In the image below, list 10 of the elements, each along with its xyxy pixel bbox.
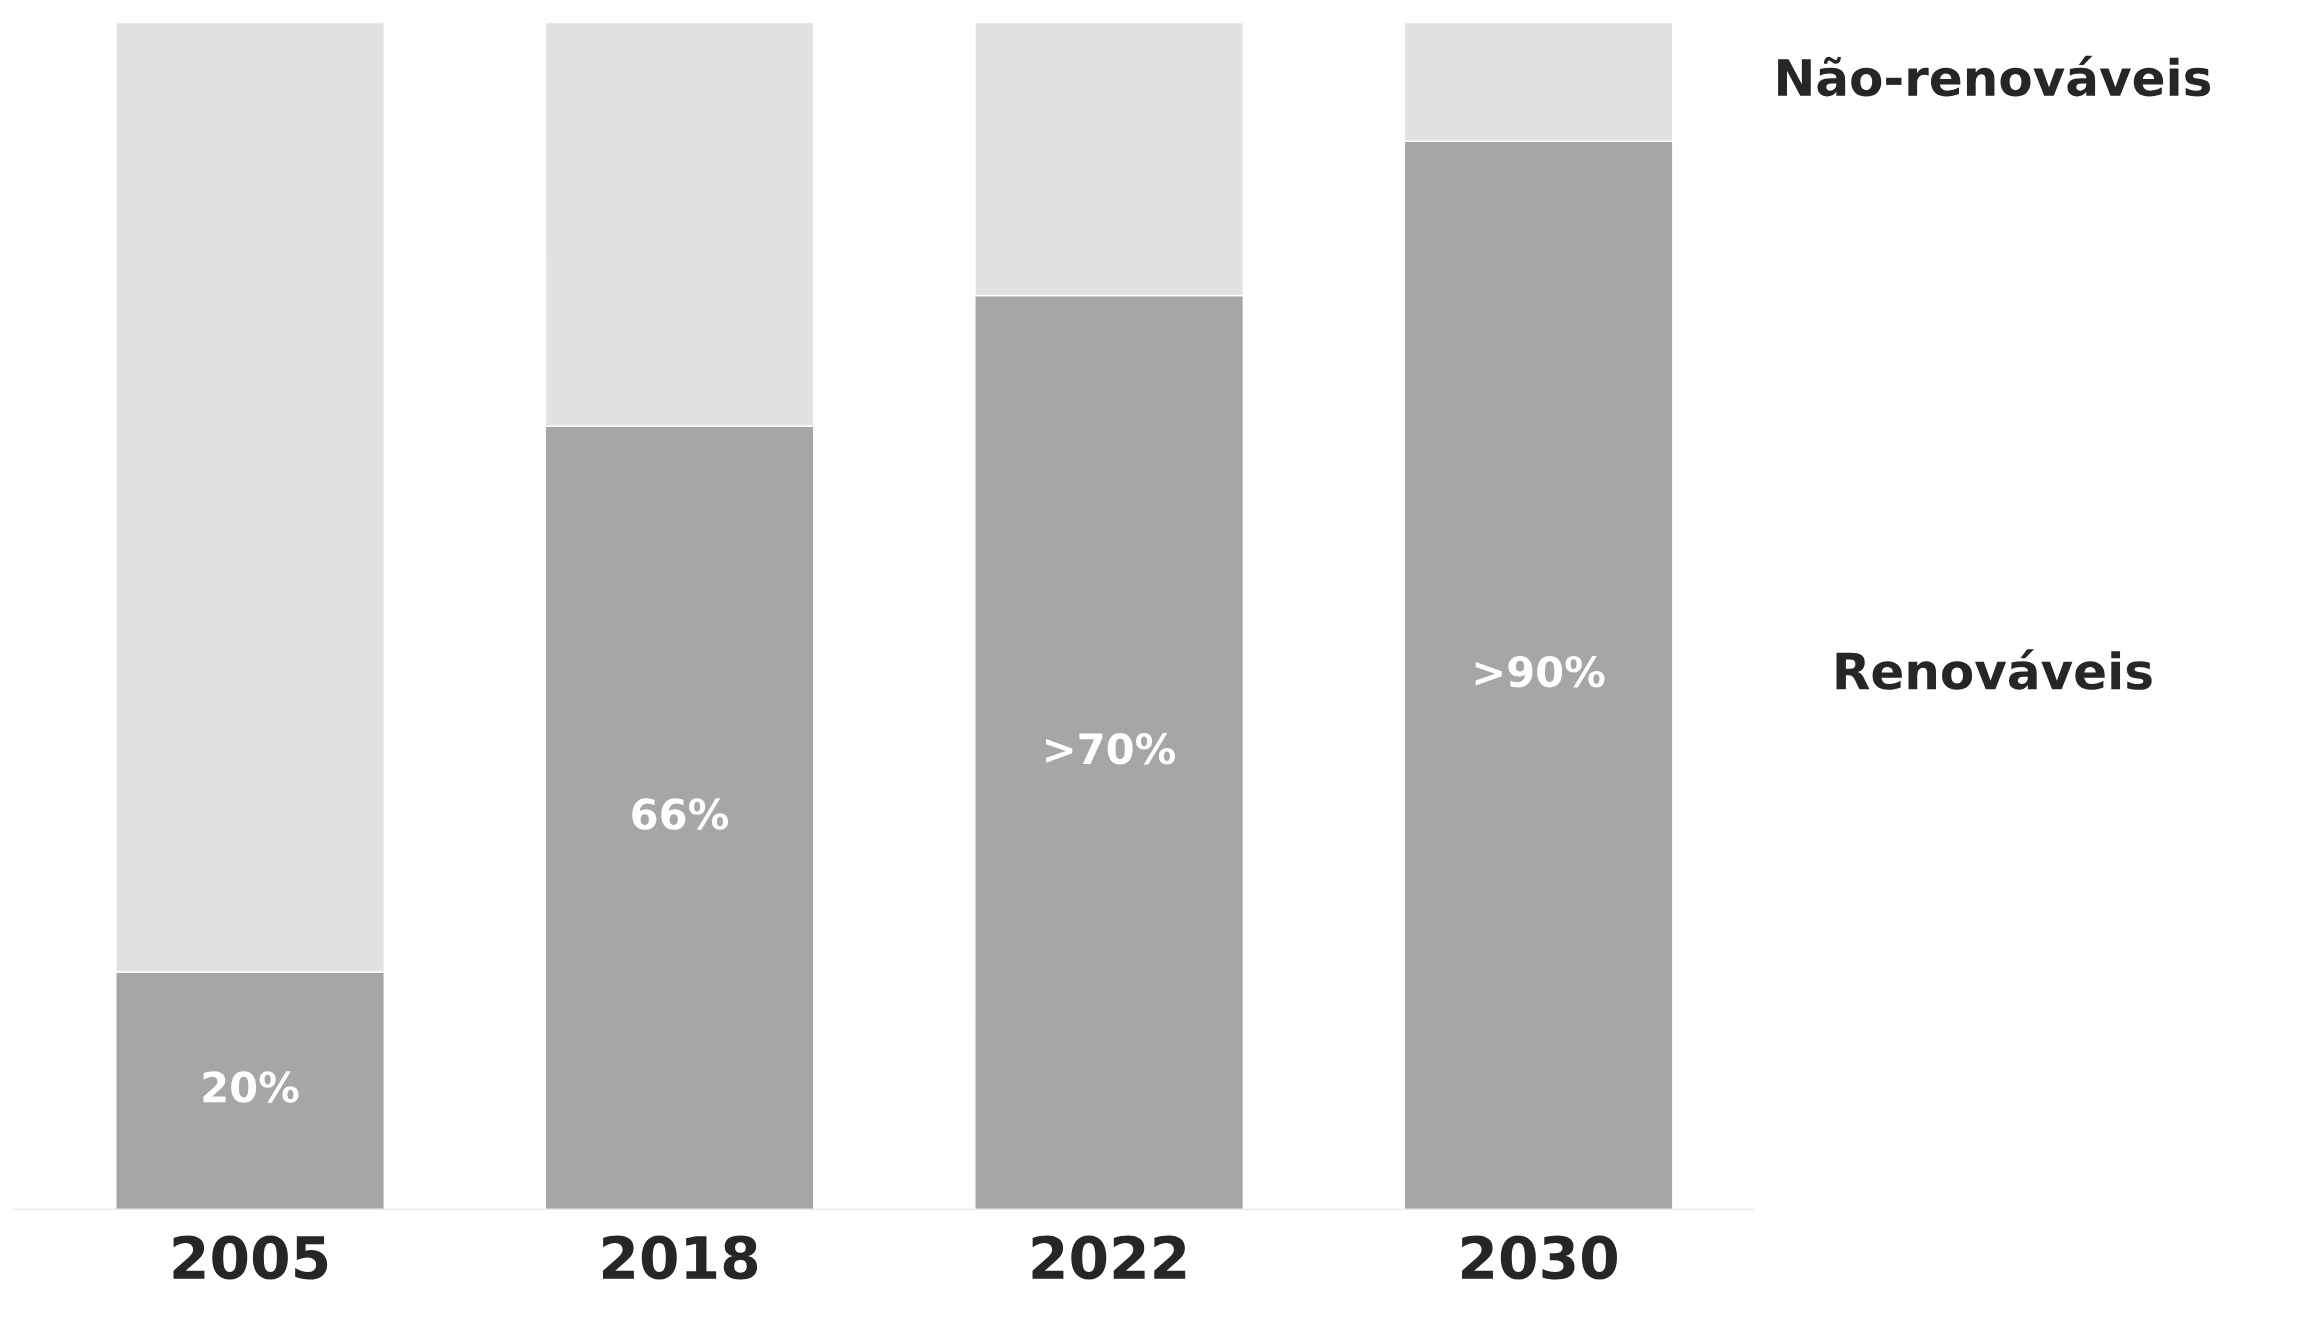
text: Não-renováveis (1778, 55, 2211, 97)
x-tick-label: 2018 (603, 1235, 758, 1280)
x-tick-label: 2022 (1032, 1235, 1186, 1280)
data-label: 20% (203, 1071, 299, 1103)
data-label: >70% (1046, 733, 1176, 765)
data-label: >90% (1475, 655, 1605, 688)
x-tick-label: 2030 (1462, 1235, 1617, 1280)
x-tick-label: 2005 (173, 1235, 328, 1280)
text: Renováveis (1836, 649, 2152, 690)
data-label: 66% (632, 798, 729, 830)
